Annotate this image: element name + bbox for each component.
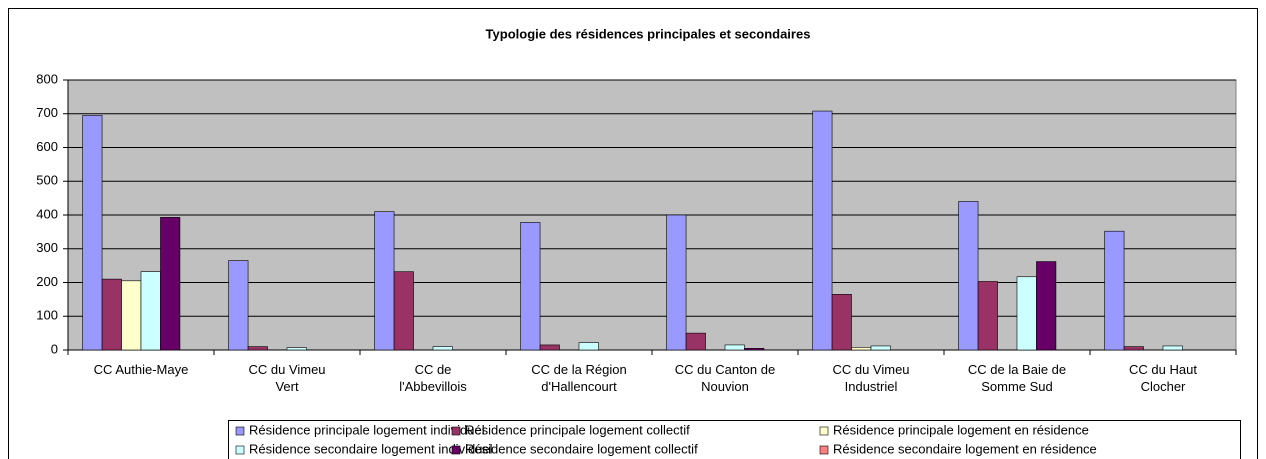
bar — [958, 201, 979, 351]
bar — [286, 347, 307, 351]
y-tick-label: 0 — [51, 341, 58, 356]
legend-label: Résidence secondaire logement collectif — [465, 441, 698, 456]
bar — [101, 278, 122, 351]
y-tick-label: 600 — [36, 139, 58, 154]
bar — [724, 344, 745, 351]
legend-label: Résidence secondaire logement individuel — [249, 441, 493, 456]
bar — [1036, 261, 1057, 351]
legend-label: Résidence principale logement individuel — [249, 422, 485, 437]
x-tick-label: CC de l'Abbevillois — [399, 362, 467, 394]
legend-swatch — [235, 445, 245, 455]
bar — [578, 342, 599, 351]
legend-swatch — [451, 445, 461, 455]
legend-label: Résidence principale logement en résiden… — [833, 422, 1089, 437]
bar — [1016, 276, 1037, 351]
y-tick-label: 300 — [36, 240, 58, 255]
bar — [1162, 345, 1183, 351]
legend-swatch — [819, 426, 829, 436]
legend-label: Résidence principale logement collectif — [465, 422, 690, 437]
y-tick-label: 400 — [36, 206, 58, 221]
x-tick-label: CC de la Région d'Hallencourt — [531, 362, 627, 394]
chart-title: Typologie des résidences principales et … — [486, 26, 811, 41]
x-tick-label: CC du Vimeu Industriel — [832, 362, 910, 394]
bar — [539, 344, 560, 351]
y-tick-label: 500 — [36, 173, 58, 188]
y-tick-label: 100 — [36, 308, 58, 323]
bar — [140, 271, 161, 351]
bar — [432, 346, 453, 351]
bar — [1123, 346, 1144, 351]
bar — [1104, 230, 1125, 351]
bar — [520, 222, 541, 351]
bar — [393, 271, 414, 351]
bar — [374, 211, 395, 351]
bar — [685, 332, 706, 351]
bar — [121, 280, 142, 351]
bar — [228, 260, 249, 351]
y-tick-label: 800 — [36, 71, 58, 86]
bar — [744, 348, 765, 351]
bar — [247, 346, 268, 351]
y-tick-label: 700 — [36, 105, 58, 120]
legend-swatch — [451, 426, 461, 436]
bar — [870, 345, 891, 351]
bar — [82, 115, 103, 351]
x-tick-label: CC de la Baie de Somme Sud — [967, 362, 1067, 394]
bar — [831, 294, 852, 351]
legend-box — [228, 420, 1241, 459]
legend-label: Résidence secondaire logement en résiden… — [833, 441, 1097, 456]
x-tick-label: CC Authie-Maye — [93, 362, 189, 377]
x-tick-label: CC du Vimeu Vert — [248, 362, 326, 394]
x-tick-label: CC du Canton de Nouvion — [674, 362, 776, 394]
bar — [812, 110, 833, 351]
legend-swatch — [819, 445, 829, 455]
bar — [160, 217, 181, 351]
bar — [851, 346, 872, 351]
y-tick-label: 200 — [36, 274, 58, 289]
legend-swatch — [235, 426, 245, 436]
bar — [666, 214, 687, 351]
bar — [977, 281, 998, 351]
x-tick-label: CC du Haut Clocher — [1129, 362, 1197, 394]
